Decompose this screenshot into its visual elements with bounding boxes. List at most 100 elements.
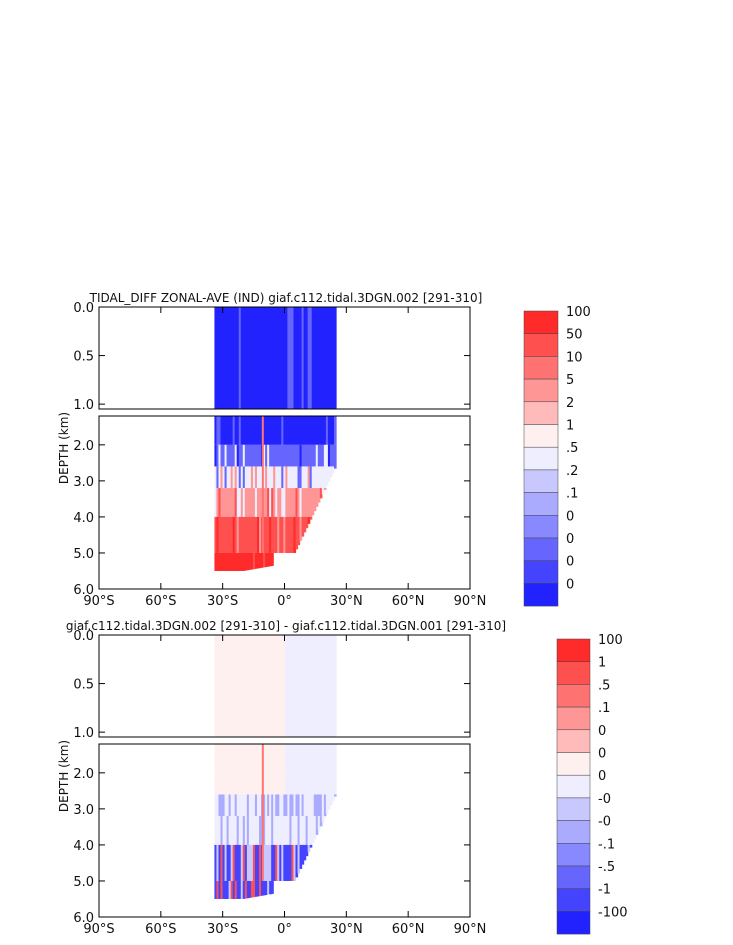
heatmap-cell [321,744,325,773]
heatmap-cell [242,416,246,445]
x-tick-label: 90°S [83,594,114,609]
heatmap-cell [248,772,252,795]
heatmap-cell [263,816,266,845]
colorbar-tick-label: .5 [566,441,578,456]
heatmap-cell [222,744,226,773]
heatmap-cell [236,307,240,409]
heatmap-cell [220,744,224,773]
heatmap-cell [232,516,236,553]
heatmap-cell [331,466,335,473]
heatmap-cell [265,880,268,895]
heatmap-cell [240,635,244,737]
heatmap-cell [273,816,276,845]
heatmap-cell [246,307,250,409]
heatmap-cell [275,744,278,773]
heatmap-cell [315,416,319,445]
heatmap-cell [307,816,311,845]
heatmap-cell [256,794,260,817]
heatmap-cell [228,635,232,737]
heatmap-cell [279,744,282,773]
heatmap-cell [331,444,335,467]
heatmap-cell [311,794,315,817]
heatmap-cell [214,488,218,517]
heatmap-cell [313,635,317,737]
heatmap-cell [250,552,254,570]
heatmap-cell [238,488,242,517]
heatmap-cell [291,816,295,845]
colorbar-swatch [556,843,591,867]
heatmap-cell [238,444,242,467]
heatmap-cell [325,744,329,773]
heatmap-cell [295,772,299,795]
heatmap-cell [271,880,274,894]
heatmap-cell [254,844,258,881]
heatmap-cell [250,816,254,845]
heatmap-cell [297,844,301,874]
heatmap-cell [301,772,305,795]
heatmap-cell [275,516,278,553]
heatmap-cell [254,488,258,517]
heatmap-cell [334,772,337,795]
heatmap-cell [291,744,295,773]
heatmap-cell [240,307,244,409]
heatmap-cell [218,772,222,795]
heatmap-cell [234,552,238,571]
heatmap-cell [248,516,252,553]
heatmap-cell [327,744,331,773]
heatmap-cell [254,416,258,445]
heatmap-cell [267,488,270,517]
heatmap-cell [234,794,238,817]
heatmap-cell [269,816,272,845]
heatmap-cell [299,635,303,737]
heatmap-cell [267,744,270,773]
x-tick-label: 60°S [145,594,176,609]
heatmap-cell [248,307,252,409]
heatmap-cell [289,772,293,795]
x-tick-label: 30°S [207,594,238,609]
heatmap-cell [238,794,242,817]
heatmap-cell [297,772,301,795]
heatmap-cell [222,816,226,845]
heatmap-cell [317,635,321,737]
heatmap-cell [236,466,240,489]
heatmap-cell [307,772,311,795]
heatmap-cell [303,744,307,773]
heatmap-cell [303,794,307,817]
heatmap-cell [315,794,319,817]
colorbar-tick-label: 1 [566,419,574,434]
heatmap-cell [242,307,246,409]
heatmap-cell [297,635,301,737]
heatmap-cell [295,516,299,550]
heatmap-cell [226,488,230,517]
heatmap-cell [293,466,297,489]
heatmap-cell [242,552,246,571]
heatmap-cell [244,844,248,881]
heatmap-cell [230,844,234,881]
heatmap-cell [273,635,276,737]
heatmap-cell [271,552,274,566]
colorbar-swatch [556,911,591,935]
heatmap-cell [287,772,291,795]
heatmap-cell [334,307,337,409]
colorbar-swatch [523,537,559,561]
heatmap-cell [216,466,220,489]
heatmap-cell [252,772,256,795]
heatmap-cell [242,466,246,489]
heatmap-cell [222,416,226,445]
heatmap-cell [224,844,228,881]
y-tick-label: 3.0 [73,803,94,818]
heatmap-cell [287,816,291,845]
heatmap-cell [224,772,228,795]
heatmap-cell [238,516,242,553]
heatmap-cell [254,772,258,795]
heatmap-cell [261,744,264,881]
heatmap-cell [222,307,226,409]
heatmap-cell [216,744,220,773]
heatmap-cell [250,488,254,517]
heatmap-cell [301,844,305,865]
heatmap-cell [220,844,224,881]
heatmap-cell [254,794,258,817]
heatmap-cell [301,516,305,537]
heatmap-cell [218,444,222,467]
heatmap-cell [291,516,295,553]
